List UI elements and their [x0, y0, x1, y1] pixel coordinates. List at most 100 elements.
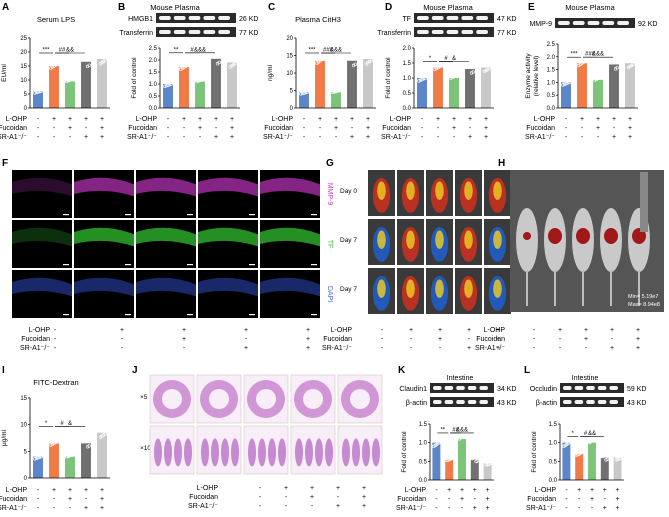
group-sign: +	[610, 345, 614, 352]
data-point	[36, 90, 40, 94]
group-sign: +	[244, 327, 248, 334]
group-sign: -	[565, 496, 568, 503]
western-blot-L2: β-actin 43 KD	[536, 397, 646, 407]
group-sign: +	[628, 116, 632, 123]
group-row-label: L-OHP	[405, 487, 427, 494]
group-sign: -	[559, 336, 562, 343]
group-sign: -	[121, 345, 124, 352]
blot-label: Transferrin	[377, 30, 411, 37]
villus	[325, 438, 333, 467]
group-sign: -	[448, 505, 451, 512]
group-sign: +	[452, 116, 456, 123]
group-sign: -	[581, 125, 584, 132]
significance-mark: ##	[452, 427, 459, 433]
y-axis-label: (relative level)	[533, 56, 540, 96]
y-tick-label: 0.5	[549, 459, 558, 465]
y-axis-label: EU/ml	[1, 64, 8, 82]
group-sign: +	[52, 487, 56, 494]
group-sign: +	[486, 487, 490, 494]
paw-hotspot	[377, 181, 386, 200]
y-axis-label: Enzyme activity	[525, 53, 532, 99]
data-point	[334, 89, 338, 94]
bar	[211, 58, 221, 108]
blot-kd-label: 43 KD	[497, 400, 516, 407]
group-sign: +	[603, 487, 607, 494]
magnification-label: ×10	[140, 445, 151, 452]
data-point	[335, 89, 340, 93]
group-sign: +	[596, 125, 600, 132]
western-blot-D1: TF 47 KD	[402, 13, 516, 23]
lumen	[350, 389, 370, 409]
group-sign: +	[610, 327, 614, 334]
bar	[227, 62, 237, 108]
significance-mark: &&	[588, 431, 596, 437]
data-point	[321, 56, 325, 61]
bar	[331, 92, 341, 108]
group-sign: -	[597, 134, 600, 141]
group-sign: -	[604, 496, 607, 503]
data-point	[567, 80, 571, 85]
tissue-signal	[260, 227, 320, 247]
data-point	[594, 77, 599, 81]
villus	[211, 438, 219, 467]
group-sign: +	[636, 345, 640, 352]
group-sign: +	[362, 494, 366, 501]
group-sign: -	[565, 505, 568, 512]
significance-mark: &	[68, 421, 72, 427]
data-point	[471, 70, 475, 74]
group-sign: +	[306, 336, 310, 343]
data-point	[71, 452, 75, 457]
group-sign: +	[100, 116, 104, 123]
group-row-label: Fucoidan	[527, 496, 556, 503]
group-row-label: SR-A1⁻/⁻	[127, 134, 157, 141]
tissue-signal	[198, 277, 258, 297]
y-axis-label: ng/ml	[267, 65, 274, 81]
paw-hotspot	[435, 181, 444, 200]
group-row-label: SR-A1⁻/⁻	[188, 503, 218, 510]
bar	[65, 81, 75, 108]
data-point	[567, 440, 571, 445]
data-point	[332, 90, 337, 94]
bar	[97, 59, 107, 108]
group-sign: -	[435, 505, 438, 512]
group-sign: +	[636, 327, 640, 334]
group-sign: -	[591, 505, 594, 512]
group-sign: +	[484, 134, 488, 141]
tissue-signal	[136, 177, 196, 197]
significance-mark: ***	[570, 52, 578, 58]
group-sign: -	[533, 345, 536, 352]
group-sign: -	[578, 505, 581, 512]
group-rows-K: L-OHP - + + + + Fucoidan - - + - + SR-A1⁻/⁻ - - - + +	[396, 487, 490, 512]
group-sign: +	[68, 125, 72, 132]
group-sign: +	[284, 485, 288, 492]
group-sign: -	[259, 494, 262, 501]
group-rows-G: L-OHP - + + + + Fucoidan - - + - + SR-A1⁻/⁻ - - - + +	[322, 327, 500, 352]
western-blot-B2: Transferrin 77 KD	[119, 27, 258, 37]
group-sign: +	[182, 327, 186, 334]
group-sign: +	[496, 345, 500, 352]
bar	[363, 59, 373, 108]
data-point	[565, 81, 570, 85]
group-row-label: L-OHP	[535, 487, 557, 494]
group-sign: +	[68, 496, 72, 503]
tissue-signal	[12, 277, 72, 297]
bar	[81, 443, 91, 478]
data-point	[420, 77, 424, 82]
group-sign: -	[245, 336, 248, 343]
y-tick-label: 1.5	[547, 68, 556, 74]
bar	[179, 67, 189, 108]
data-point	[87, 63, 91, 67]
data-point	[217, 60, 221, 65]
tissue-signal	[260, 277, 320, 297]
group-sign: +	[596, 116, 600, 123]
group-row-label: L-OHP	[197, 485, 219, 492]
data-point	[439, 63, 443, 68]
scale-bar	[249, 264, 255, 266]
y-tick-label: 20	[20, 50, 27, 56]
blot-kd-label: 26 KD	[239, 16, 258, 23]
bar	[49, 443, 59, 478]
y-tick-label: 0.5	[419, 459, 428, 465]
panel-letter: E	[528, 2, 535, 13]
significance-mark: *	[572, 431, 575, 437]
y-tick-label: 15	[20, 396, 27, 402]
